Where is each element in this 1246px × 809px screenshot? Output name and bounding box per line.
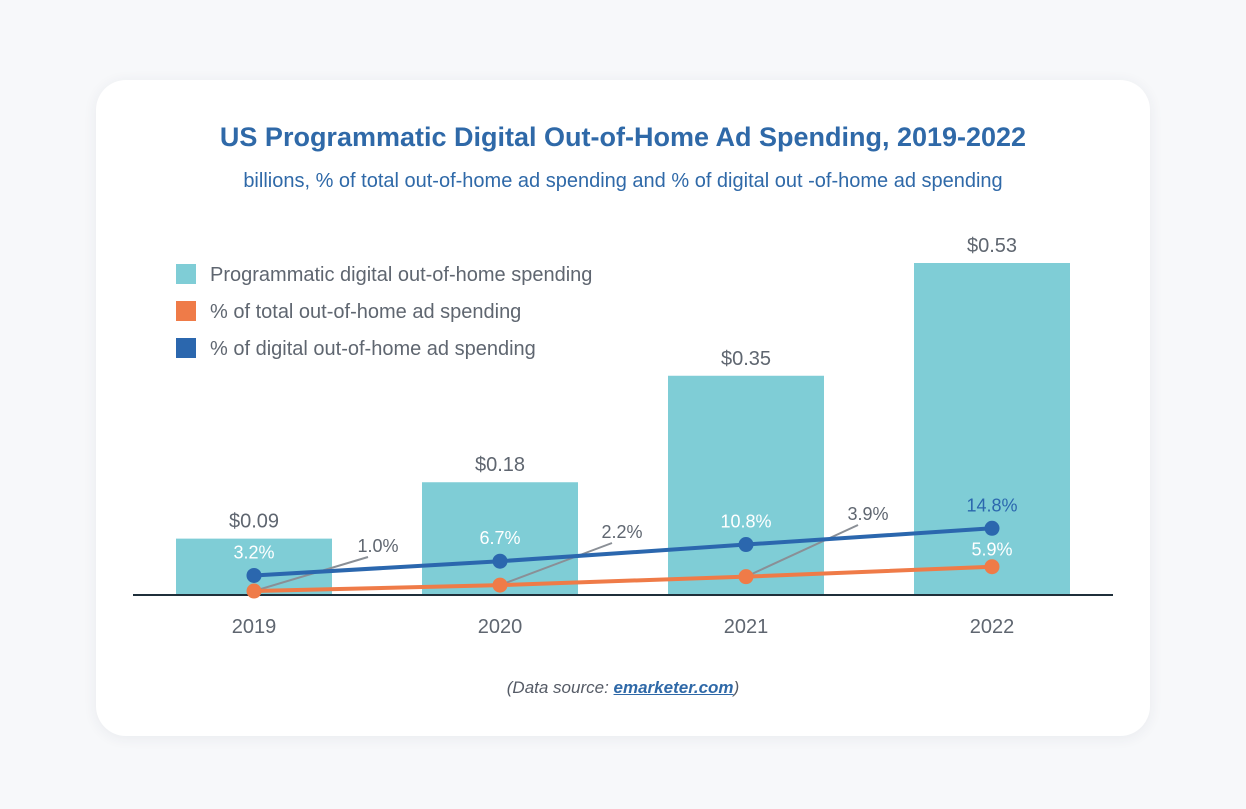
source-suffix: ) bbox=[733, 678, 740, 697]
point-total-2019 bbox=[246, 583, 262, 599]
chart-title: US Programmatic Digital Out-of-Home Ad S… bbox=[219, 122, 1027, 152]
bar-value-label-2022: $0.53 bbox=[967, 235, 1017, 257]
bar-value-label-2021: $0.35 bbox=[721, 348, 771, 370]
point-digital-2021 bbox=[738, 537, 754, 553]
pointer-line-2020 bbox=[499, 542, 613, 587]
bar-2021 bbox=[668, 375, 824, 595]
digital-value-label-2021: 10.8% bbox=[720, 512, 771, 532]
point-total-2020 bbox=[492, 577, 508, 593]
point-digital-2020 bbox=[492, 553, 508, 569]
legend-swatch-1 bbox=[176, 264, 196, 284]
total-value-label-2021: 3.9% bbox=[847, 504, 888, 524]
x-tick-label-2021: 2021 bbox=[724, 616, 769, 638]
point-digital-2022 bbox=[984, 520, 1000, 536]
legend-label-1: Programmatic digital out-of-home spendin… bbox=[210, 264, 592, 286]
line-total-ooh bbox=[253, 564, 993, 594]
point-total-2022 bbox=[984, 559, 1000, 575]
data-source: (Data source: emarketer.com) bbox=[0, 678, 1246, 698]
point-digital-2019 bbox=[246, 567, 262, 583]
legend-swatch-3 bbox=[176, 338, 196, 358]
x-tick-label-2022: 2022 bbox=[970, 616, 1015, 638]
total-value-label-2020: 2.2% bbox=[601, 522, 642, 542]
legend-label-2: % of total out-of-home ad spending bbox=[210, 301, 521, 323]
source-link[interactable]: emarketer.com bbox=[613, 678, 734, 697]
chart-subtitle: billions, % of total out-of-home ad spen… bbox=[243, 170, 1003, 192]
digital-value-label-2019: 3.2% bbox=[233, 542, 274, 562]
bar-value-label-2019: $0.09 bbox=[229, 511, 279, 533]
bar-value-label-2020: $0.18 bbox=[475, 454, 525, 476]
bar-2022 bbox=[914, 263, 1070, 595]
pointer-line-2021 bbox=[745, 524, 859, 578]
point-total-2021 bbox=[738, 569, 754, 585]
legend-swatch-2 bbox=[176, 301, 196, 321]
total-value-label-2019: 1.0% bbox=[357, 536, 398, 556]
digital-value-label-2020: 6.7% bbox=[479, 528, 520, 548]
bar-2020 bbox=[422, 482, 578, 595]
line-digital-ooh bbox=[253, 526, 993, 578]
x-tick-label-2019: 2019 bbox=[232, 616, 277, 638]
source-prefix: (Data source: bbox=[506, 678, 614, 697]
x-tick-label-2020: 2020 bbox=[478, 616, 523, 638]
legend-label-3: % of digital out-of-home ad spending bbox=[210, 338, 536, 360]
total-value-label-2022: 5.9% bbox=[971, 540, 1012, 560]
digital-value-label-2022: 14.8% bbox=[966, 495, 1017, 515]
